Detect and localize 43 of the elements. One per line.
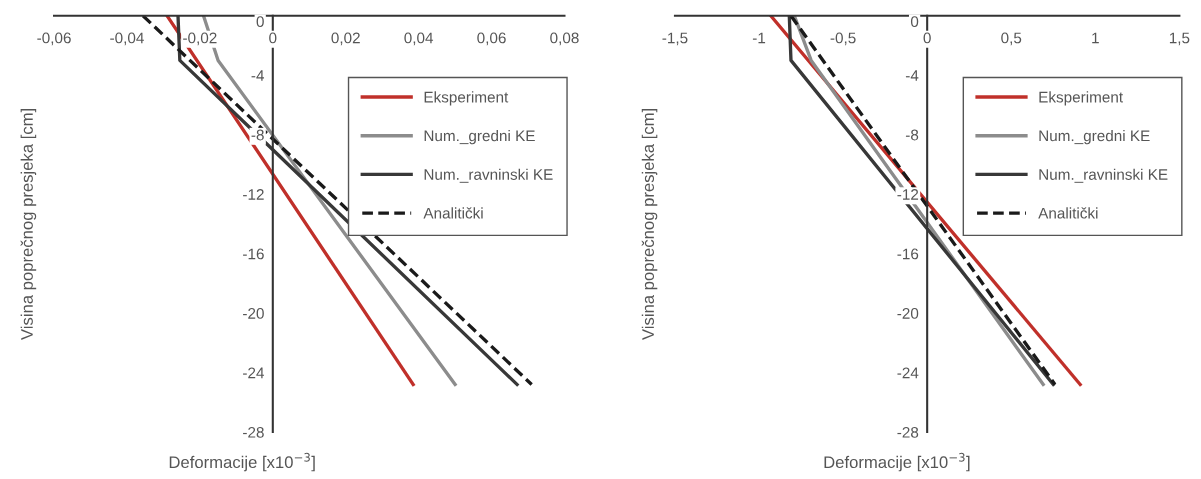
y-tick-label: -24 — [243, 367, 265, 379]
y-tick-label: -16 — [897, 248, 919, 260]
legend-label: Num._gredni KE — [1039, 129, 1150, 145]
y-tick-label: -4 — [251, 70, 265, 81]
legend-label: Analitički — [1038, 207, 1098, 219]
y-tick-label: -12 — [243, 189, 264, 200]
x-tick-label: -0,5 — [830, 32, 856, 46]
y-tick-label: -8 — [251, 129, 264, 141]
y-axis-title: Visina poprečnog presjeka [cm] — [641, 108, 658, 340]
y-tick-label: -8 — [905, 129, 919, 141]
x-tick-label: -0,04 — [110, 32, 144, 46]
legend-label: Analitički — [423, 207, 483, 219]
y-tick-label: -28 — [243, 426, 264, 438]
y-tick-label: 0 — [910, 16, 919, 28]
x-tick-label: 0,04 — [404, 32, 434, 46]
x-axis-title: Deformacije [x10$^{−3}$] — [169, 452, 315, 472]
legend-label: Num._ravninski KE — [1039, 168, 1168, 183]
x-tick-label: 0 — [923, 32, 931, 44]
y-tick-label: -20 — [897, 308, 919, 319]
x-tick-label: 1,5 — [1169, 32, 1190, 46]
legend-label: Num._ravninski KE — [424, 168, 553, 183]
y-tick-label: -12 — [897, 189, 919, 200]
legend-label: Num._gredni KE — [424, 129, 535, 145]
x-tick-label: -1 — [752, 32, 766, 44]
y-tick-label: -16 — [243, 248, 264, 260]
y-tick-label: -24 — [897, 367, 919, 379]
x-axis-title: Deformacije [x10$^{−3}$] — [824, 452, 970, 472]
legend-label: Eksperiment — [1039, 91, 1123, 106]
y-tick-label: -4 — [905, 70, 919, 81]
x-tick-label: 0,08 — [550, 32, 579, 46]
x-tick-label: 0 — [269, 32, 277, 44]
x-tick-label: -0,06 — [37, 32, 71, 46]
legend-label: Eksperiment — [424, 91, 509, 106]
x-tick-label: -0,02 — [183, 32, 217, 46]
y-tick-label: -20 — [243, 308, 264, 319]
y-tick-label: -28 — [897, 426, 919, 438]
x-tick-label: 0,5 — [1001, 32, 1022, 46]
x-tick-label: 1 — [1092, 32, 1099, 44]
x-tick-label: 0,06 — [477, 32, 506, 46]
x-tick-label: -1,5 — [662, 32, 688, 46]
y-axis-title: Visina poprečnog presjeka [cm] — [20, 108, 37, 340]
y-tick-label: 0 — [256, 16, 264, 28]
x-tick-label: 0,02 — [331, 32, 360, 46]
